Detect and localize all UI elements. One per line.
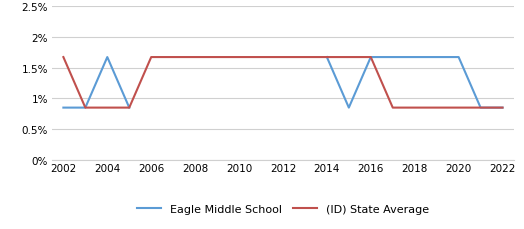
- (ID) State Average: [170, 56, 176, 59]
- Eagle Middle School: [346, 107, 352, 109]
- Eagle Middle School: [477, 107, 484, 109]
- Eagle Middle School: [455, 56, 462, 59]
- Legend: Eagle Middle School, (ID) State Average: Eagle Middle School, (ID) State Average: [132, 200, 434, 218]
- (ID) State Average: [368, 56, 374, 59]
- (ID) State Average: [214, 56, 220, 59]
- (ID) State Average: [236, 56, 242, 59]
- (ID) State Average: [455, 107, 462, 109]
- Line: (ID) State Average: (ID) State Average: [63, 58, 503, 108]
- (ID) State Average: [258, 56, 264, 59]
- (ID) State Average: [499, 107, 506, 109]
- (ID) State Average: [60, 56, 67, 59]
- Eagle Middle School: [368, 56, 374, 59]
- (ID) State Average: [104, 107, 111, 109]
- Eagle Middle School: [411, 56, 418, 59]
- (ID) State Average: [82, 107, 89, 109]
- Eagle Middle School: [324, 56, 330, 59]
- (ID) State Average: [390, 107, 396, 109]
- Line: Eagle Middle School: Eagle Middle School: [63, 58, 503, 108]
- (ID) State Average: [477, 107, 484, 109]
- (ID) State Average: [126, 107, 133, 109]
- Eagle Middle School: [60, 107, 67, 109]
- Eagle Middle School: [390, 56, 396, 59]
- Eagle Middle School: [82, 107, 89, 109]
- Eagle Middle School: [104, 56, 111, 59]
- Eagle Middle School: [499, 107, 506, 109]
- (ID) State Average: [280, 56, 286, 59]
- (ID) State Average: [302, 56, 308, 59]
- (ID) State Average: [192, 56, 198, 59]
- (ID) State Average: [148, 56, 155, 59]
- (ID) State Average: [346, 56, 352, 59]
- (ID) State Average: [411, 107, 418, 109]
- Eagle Middle School: [433, 56, 440, 59]
- (ID) State Average: [433, 107, 440, 109]
- (ID) State Average: [324, 56, 330, 59]
- Eagle Middle School: [126, 107, 133, 109]
